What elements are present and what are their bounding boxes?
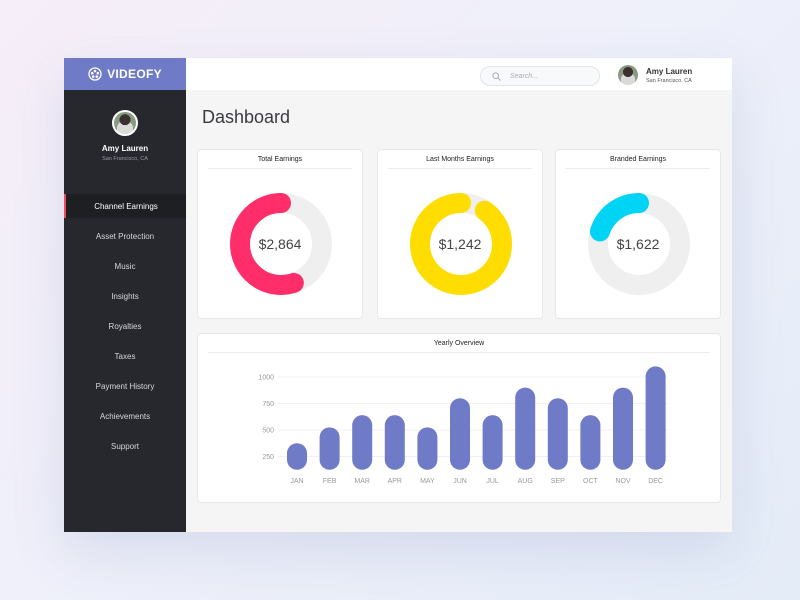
user-location: San Francisco, CA bbox=[646, 77, 692, 84]
x-tick-label: AUG bbox=[518, 478, 533, 485]
x-tick-label: OCT bbox=[583, 478, 599, 485]
bar-dec[interactable] bbox=[645, 366, 666, 470]
sidebar-item-asset-protection[interactable]: Asset Protection bbox=[95, 231, 155, 241]
bar-aug[interactable] bbox=[515, 387, 536, 470]
sidebar-user: Amy Lauren San Francisco, CA bbox=[64, 110, 186, 162]
earnings-value: $1,242 bbox=[438, 236, 482, 252]
bar-nov[interactable] bbox=[613, 387, 633, 470]
sidebar-item-music[interactable]: Music bbox=[114, 261, 136, 271]
bar-jan[interactable] bbox=[287, 443, 307, 470]
card-title: Branded Earnings bbox=[566, 156, 710, 169]
x-tick-label: JAN bbox=[290, 478, 303, 485]
user-menu[interactable]: Amy Lauren San Francisco, CA bbox=[618, 65, 692, 85]
page-title: Dashboard bbox=[202, 107, 291, 127]
top-bar: Search... Amy Lauren San Francisco, CA bbox=[186, 58, 732, 90]
donut-arc bbox=[410, 193, 512, 295]
sidebar: Amy Lauren San Francisco, CA Channel Ear… bbox=[64, 90, 186, 532]
user-name: Amy Lauren bbox=[101, 144, 149, 153]
earnings-card: Branded Earnings $1,622 bbox=[555, 149, 721, 319]
donut-chart bbox=[230, 193, 332, 295]
sidebar-item-support[interactable]: Support bbox=[110, 441, 140, 451]
x-tick-label: JUN bbox=[453, 478, 467, 485]
sidebar-item-achievements[interactable]: Achievements bbox=[99, 411, 151, 421]
y-tick-label: 750 bbox=[262, 401, 274, 408]
x-tick-label: APR bbox=[388, 478, 402, 485]
sidebar-nav: Channel Earnings Asset Protection Music Ins… bbox=[64, 194, 186, 464]
bar-oct[interactable] bbox=[580, 415, 601, 470]
user-location: San Francisco, CA bbox=[102, 156, 148, 162]
y-tick-label: 1000 bbox=[258, 375, 274, 382]
app-window: VIDEOFY Amy Lauren San Francisco, CA Cha… bbox=[64, 58, 732, 532]
user-name: Amy Lauren bbox=[646, 66, 693, 76]
sidebar-item-channel-earnings[interactable]: Channel Earnings bbox=[64, 194, 186, 218]
bar-jul[interactable] bbox=[482, 415, 503, 470]
chart-title: Yearly Overview bbox=[208, 340, 710, 353]
donut-arc bbox=[588, 193, 690, 295]
brand-name: VIDEOFY bbox=[107, 67, 162, 81]
earnings-value: $1,622 bbox=[616, 236, 660, 252]
x-tick-label: NOV bbox=[615, 478, 631, 485]
earnings-value: $2,864 bbox=[258, 236, 302, 252]
brand-logo[interactable]: VIDEOFY bbox=[64, 58, 186, 90]
earnings-card: Total Earnings $2,864 bbox=[197, 149, 363, 319]
bar-feb[interactable] bbox=[319, 427, 340, 470]
y-tick-label: 250 bbox=[262, 454, 274, 461]
sidebar-item-taxes[interactable]: Taxes bbox=[114, 351, 136, 361]
earnings-card: Last Months Earnings $1,242 bbox=[377, 149, 543, 319]
sidebar-item-payment-history[interactable]: Payment History bbox=[95, 381, 155, 391]
film-reel-icon bbox=[88, 67, 102, 81]
donut-arc bbox=[230, 193, 332, 295]
bar-may[interactable] bbox=[417, 427, 438, 470]
x-tick-label: SEP bbox=[551, 478, 565, 485]
avatar[interactable] bbox=[112, 110, 138, 136]
search-placeholder: Search... bbox=[510, 72, 539, 80]
y-tick-label: 500 bbox=[262, 428, 274, 435]
x-tick-label: JUL bbox=[486, 478, 499, 485]
x-tick-label: MAY bbox=[420, 478, 435, 485]
x-tick-label: FEB bbox=[323, 478, 337, 485]
search-icon bbox=[492, 71, 501, 81]
sidebar-item-royalties[interactable]: Royalties bbox=[108, 321, 142, 331]
bar-apr[interactable] bbox=[384, 415, 405, 470]
donut-chart bbox=[410, 193, 512, 295]
bar-jun[interactable] bbox=[450, 398, 470, 470]
yearly-overview-card: Yearly Overview 250 500 750 1000 JAN FEB MAR AP… bbox=[197, 333, 721, 503]
x-tick-label: MAR bbox=[354, 478, 370, 485]
card-title: Last Months Earnings bbox=[388, 156, 532, 169]
sidebar-item-insights[interactable]: Insights bbox=[111, 291, 139, 301]
card-title: Total Earnings bbox=[208, 156, 352, 169]
bar-mar[interactable] bbox=[352, 415, 373, 470]
x-tick-label: DEC bbox=[648, 478, 663, 485]
avatar bbox=[618, 65, 638, 85]
search-input[interactable]: Search... bbox=[480, 66, 600, 86]
bar-sep[interactable] bbox=[547, 398, 568, 470]
donut-chart bbox=[588, 193, 690, 295]
bar-chart: 250 500 750 1000 JAN FEB MAR APR MAY JUN JUL AUG SEP… bbox=[258, 366, 668, 485]
